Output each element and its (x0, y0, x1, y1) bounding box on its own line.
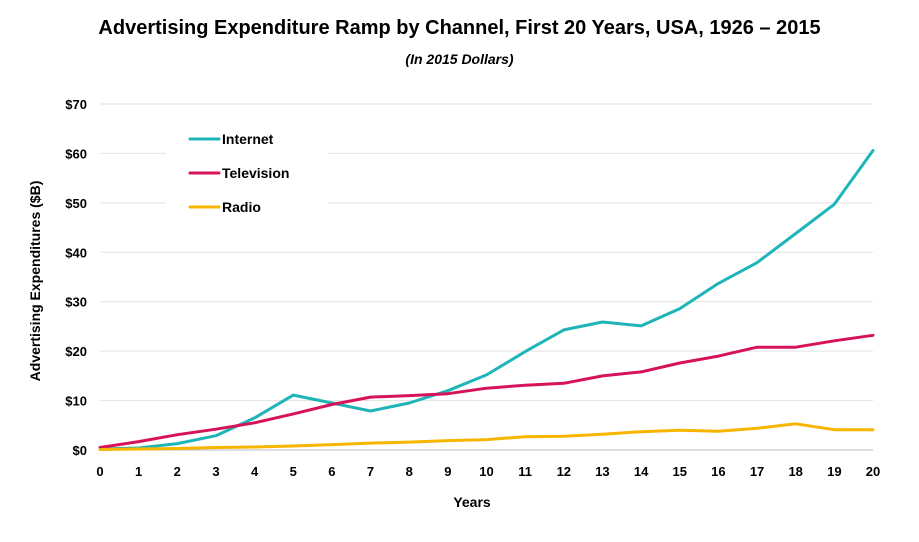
x-tick-label: 9 (444, 464, 451, 479)
x-tick-label: 2 (174, 464, 181, 479)
x-tick-label: 1 (135, 464, 142, 479)
y-tick-label: $10 (65, 394, 87, 409)
series-lines (98, 149, 875, 451)
y-tick-label: $70 (65, 97, 87, 112)
x-tick-label: 16 (711, 464, 725, 479)
x-tick-label: 15 (673, 464, 687, 479)
x-tick-label: 19 (827, 464, 841, 479)
y-tick-label: $0 (73, 443, 87, 458)
y-tick-label: $60 (65, 146, 87, 161)
x-axis-ticks: 0 1 2 3 4 5 6 7 8 9 10 11 12 13 14 15 16 17 18 19 20 (96, 464, 880, 479)
series-line-television (98, 333, 875, 449)
x-tick-label: 12 (557, 464, 571, 479)
x-tick-label: 0 (96, 464, 103, 479)
x-tick-label: 17 (750, 464, 764, 479)
x-axis-title: Years (453, 494, 491, 510)
x-tick-label: 3 (212, 464, 219, 479)
series-line-internet (98, 149, 875, 451)
legend: Internet Television Radio (166, 120, 328, 232)
x-tick-label: 5 (290, 464, 297, 479)
y-axis-ticks: $0 $10 $20 $30 $40 $50 $60 $70 (65, 97, 87, 458)
chart-title: Advertising Expenditure Ramp by Channel,… (98, 17, 821, 39)
x-tick-label: 20 (866, 464, 880, 479)
legend-label: Internet (222, 131, 274, 147)
chart-subtitle: (In 2015 Dollars) (405, 51, 514, 67)
x-tick-label: 14 (634, 464, 649, 479)
x-tick-label: 8 (406, 464, 413, 479)
y-tick-label: $20 (65, 344, 87, 359)
x-tick-label: 7 (367, 464, 374, 479)
x-tick-label: 10 (479, 464, 493, 479)
legend-label: Television (222, 165, 289, 181)
legend-label: Radio (222, 199, 261, 215)
series-line-radio (98, 422, 875, 451)
y-tick-label: $50 (65, 196, 87, 211)
x-tick-label: 6 (328, 464, 335, 479)
y-tick-label: $30 (65, 295, 87, 310)
x-tick-label: 13 (595, 464, 609, 479)
x-tick-label: 18 (788, 464, 802, 479)
x-tick-label: 4 (251, 464, 259, 479)
x-tick-label: 11 (518, 464, 532, 479)
y-axis-title: Advertising Expenditures ($B) (27, 181, 43, 382)
y-tick-label: $40 (65, 245, 87, 260)
